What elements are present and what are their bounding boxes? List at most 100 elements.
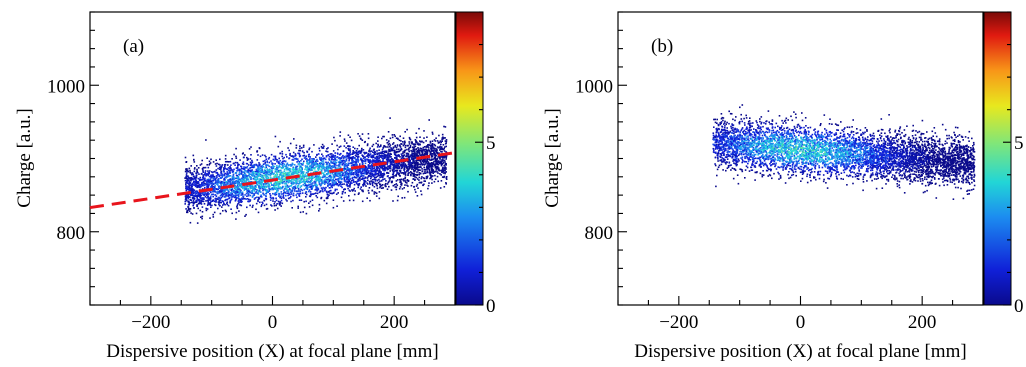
data-point xyxy=(239,183,242,186)
data-point xyxy=(345,142,348,144)
data-point xyxy=(347,169,350,171)
data-point xyxy=(185,172,188,174)
data-point xyxy=(322,172,324,174)
data-point xyxy=(302,211,304,213)
data-point xyxy=(256,181,259,183)
data-point xyxy=(316,190,318,192)
data-point xyxy=(332,174,335,177)
data-point xyxy=(371,173,373,175)
data-point xyxy=(223,184,225,186)
data-point xyxy=(226,202,228,205)
data-point xyxy=(212,179,215,182)
data-point xyxy=(228,179,230,181)
data-point xyxy=(382,187,384,189)
data-point xyxy=(341,162,344,164)
data-point xyxy=(334,161,337,163)
data-point xyxy=(354,161,357,163)
data-point xyxy=(198,198,201,201)
data-point xyxy=(297,183,300,185)
data-point xyxy=(244,215,246,217)
data-point xyxy=(280,176,283,179)
data-point xyxy=(407,180,410,182)
data-point xyxy=(279,163,282,165)
data-point xyxy=(206,204,209,206)
data-point xyxy=(360,171,363,174)
data-point xyxy=(349,190,351,192)
data-point xyxy=(390,147,392,149)
data-point xyxy=(312,165,314,167)
data-point xyxy=(419,141,422,143)
data-point xyxy=(424,153,426,155)
data-point xyxy=(349,168,352,170)
data-point xyxy=(400,153,403,155)
data-point xyxy=(442,155,444,158)
data-point xyxy=(224,154,227,157)
data-point xyxy=(385,146,387,148)
data-point xyxy=(414,145,416,147)
data-point xyxy=(200,197,202,200)
data-point xyxy=(274,169,277,171)
data-point xyxy=(251,159,253,162)
data-point xyxy=(209,217,211,219)
data-point xyxy=(311,150,313,153)
data-point xyxy=(273,202,276,205)
data-point xyxy=(278,195,280,197)
data-point xyxy=(264,197,267,200)
data-point xyxy=(330,158,333,161)
data-point xyxy=(376,182,378,185)
data-point xyxy=(379,185,382,187)
data-point xyxy=(437,180,439,183)
data-point xyxy=(202,200,205,203)
data-point xyxy=(284,182,286,185)
data-point xyxy=(411,154,413,157)
data-point xyxy=(432,172,434,174)
data-point xyxy=(296,192,299,195)
data-point xyxy=(403,154,406,156)
data-point xyxy=(277,200,280,203)
data-point xyxy=(235,167,238,169)
data-point xyxy=(205,207,207,210)
data-point xyxy=(361,177,364,179)
data-point xyxy=(284,179,286,181)
data-point xyxy=(192,154,195,157)
data-point xyxy=(186,170,188,172)
data-point xyxy=(189,198,191,201)
data-point xyxy=(226,201,229,203)
data-point xyxy=(227,180,230,183)
data-point xyxy=(437,166,439,169)
data-point xyxy=(334,167,337,169)
data-point xyxy=(220,194,223,196)
data-point xyxy=(317,169,320,172)
data-point xyxy=(402,144,405,147)
data-point xyxy=(387,146,389,148)
data-point xyxy=(357,178,359,181)
data-point xyxy=(434,150,437,152)
data-point xyxy=(360,186,362,188)
data-point xyxy=(350,173,353,176)
data-point xyxy=(347,155,349,158)
data-point xyxy=(267,190,269,193)
data-point xyxy=(230,169,233,171)
data-point xyxy=(227,183,229,186)
data-point xyxy=(280,169,282,172)
data-point xyxy=(386,141,389,144)
data-point xyxy=(436,163,439,165)
data-point xyxy=(259,183,262,185)
data-point xyxy=(245,167,248,169)
data-point xyxy=(385,156,387,158)
data-point xyxy=(215,171,217,174)
data-point xyxy=(225,188,228,190)
data-point xyxy=(322,147,325,149)
data-point xyxy=(255,181,258,183)
data-point xyxy=(369,159,371,161)
data-point xyxy=(427,163,429,166)
data-point xyxy=(334,152,336,154)
data-point xyxy=(201,184,204,186)
data-point xyxy=(195,180,197,183)
data-point xyxy=(212,190,214,193)
data-point xyxy=(211,204,213,207)
data-point xyxy=(245,179,248,182)
data-point xyxy=(374,191,377,194)
data-point xyxy=(411,162,414,165)
data-point xyxy=(201,217,203,220)
